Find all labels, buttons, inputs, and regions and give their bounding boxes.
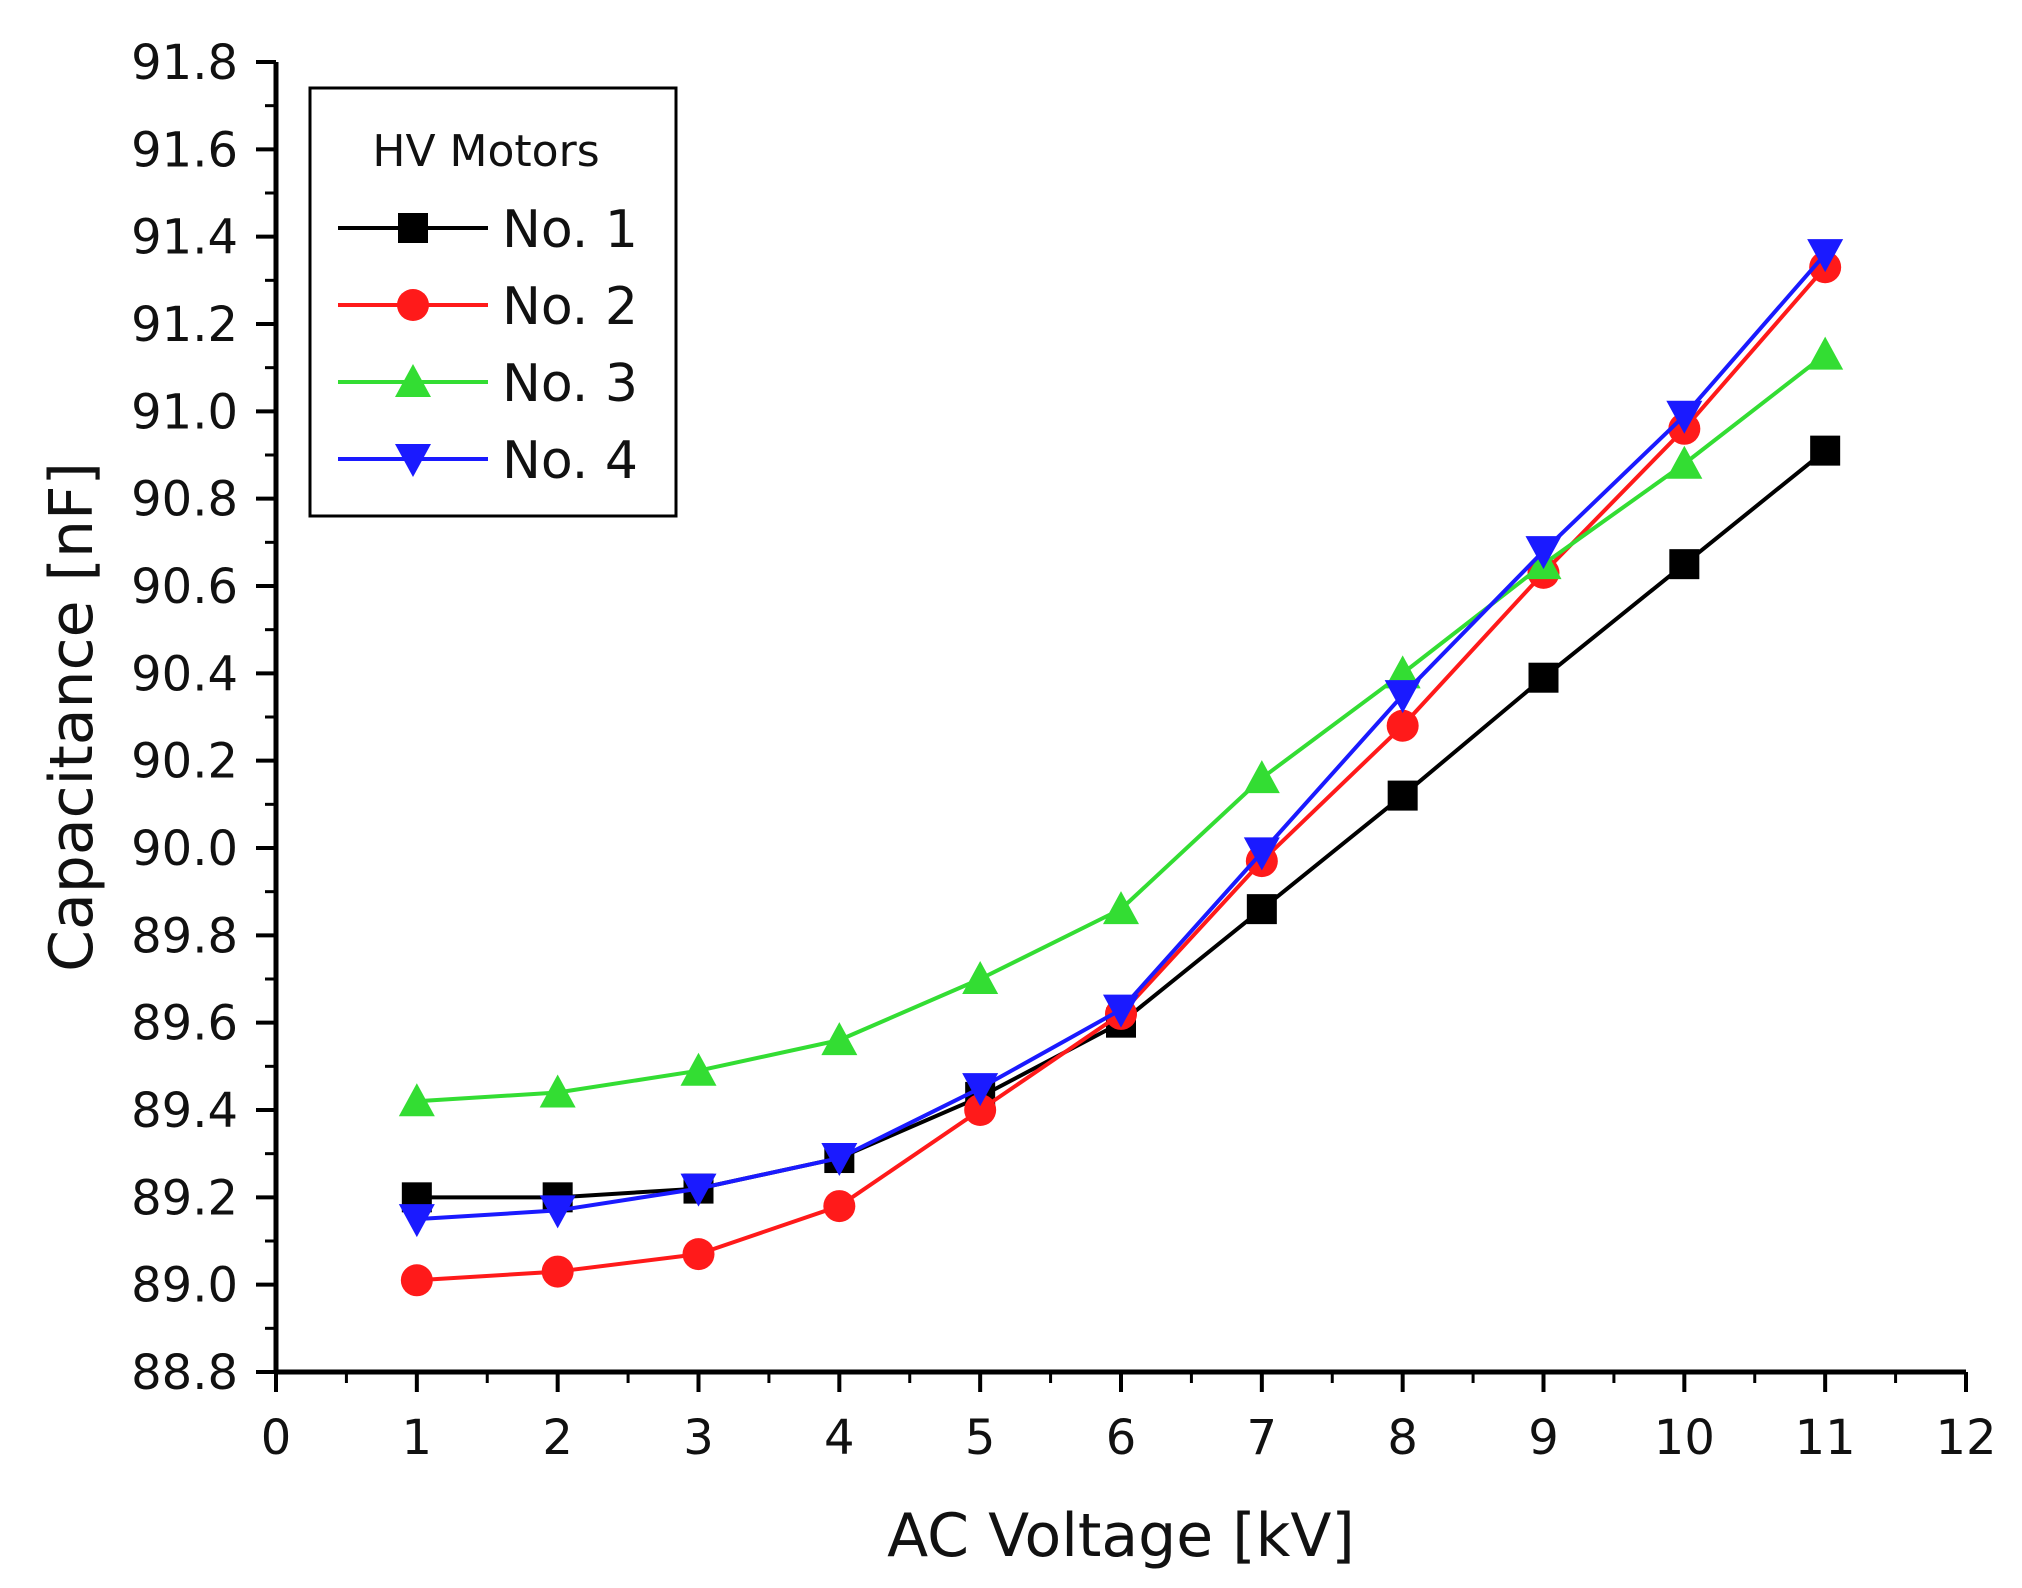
series-1 [401,435,1841,1213]
data-point [541,1255,574,1288]
y-tick-label: 89.4 [131,1083,238,1139]
data-point [680,1173,717,1207]
x-tick-label: 3 [683,1410,714,1466]
data-point [1528,662,1559,693]
data-point [1669,549,1700,580]
legend-box [308,86,678,518]
data-point [1384,680,1421,714]
y-tick-label: 90.2 [131,734,238,790]
x-tick-label: 0 [261,1410,292,1466]
x-tick-label: 12 [1935,1410,1996,1466]
y-tick-label: 90.8 [131,472,238,528]
data-point [539,1195,576,1229]
legend-label: No. 4 [502,431,638,491]
x-tick-label: 8 [1387,1410,1418,1466]
y-tick-label: 89.8 [131,908,238,964]
series-4 [398,239,1844,1238]
legend-label: No. 3 [502,354,638,414]
y-tick-label: 91.8 [131,35,238,91]
x-tick-label: 2 [542,1410,573,1466]
x-tick-label: 4 [824,1410,855,1466]
data-point [1243,760,1280,794]
data-point [400,1264,433,1297]
data-point [398,1083,435,1117]
data-point [1103,891,1139,925]
data-point [1807,336,1844,370]
y-tick-label: 91.0 [131,384,238,440]
data-point [680,1052,717,1086]
x-tick-label: 10 [1654,1410,1715,1466]
x-tick-label: 1 [402,1410,433,1466]
y-tick-label: 89.2 [131,1170,238,1226]
legend-item: No. 4 [338,431,638,491]
x-tick-label: 9 [1528,1410,1559,1466]
data-point [1103,994,1139,1028]
series-line [416,449,1827,1200]
x-axis-title: AC Voltage [kV] [887,1501,1355,1571]
legend-swatch-marker [397,289,429,321]
data-point [682,1238,715,1271]
y-tick-label: 90.6 [131,559,238,615]
data-point [1666,445,1703,479]
y-tick-label: 89.0 [131,1258,238,1314]
data-point [1386,709,1419,742]
y-axis-title: Capacitance [nF] [37,462,107,972]
data-point [1666,400,1703,434]
y-tick-label: 91.2 [131,297,238,353]
y-tick-label: 90.0 [131,821,238,877]
data-point [1246,894,1277,925]
data-point [962,961,999,994]
data-point [539,1074,576,1108]
y-tick-label: 89.6 [131,996,238,1052]
legend-title: HV Motors [372,126,599,177]
y-tick-label: 91.4 [131,210,238,266]
legend-swatch-marker [395,444,431,477]
y-tick-label: 91.6 [131,122,238,178]
data-point [398,1204,435,1238]
x-tick-label: 7 [1247,1410,1278,1466]
x-tick-label: 11 [1795,1410,1856,1466]
legend-label: No. 1 [502,200,638,260]
data-point [1384,655,1421,689]
x-tick-label: 5 [965,1410,996,1466]
legend-swatch-marker [398,213,428,243]
y-tick-label: 90.4 [131,646,238,702]
x-tick-label: 6 [1106,1410,1137,1466]
legend-item: No. 3 [338,354,638,414]
data-point [1525,536,1562,570]
data-point [964,1094,997,1126]
y-tick-label: 88.8 [131,1345,238,1401]
data-point [821,1022,858,1056]
data-point [823,1190,856,1223]
legend-item: No. 1 [338,200,638,260]
data-point [1387,780,1418,811]
data-point [1810,435,1841,466]
legend-item: No. 2 [338,277,638,337]
data-point [1243,837,1280,871]
data-point [962,1073,999,1107]
legend-swatch-marker [395,364,431,397]
data-point [1807,239,1844,273]
data-point [821,1143,858,1177]
legend-label: No. 2 [502,277,638,337]
